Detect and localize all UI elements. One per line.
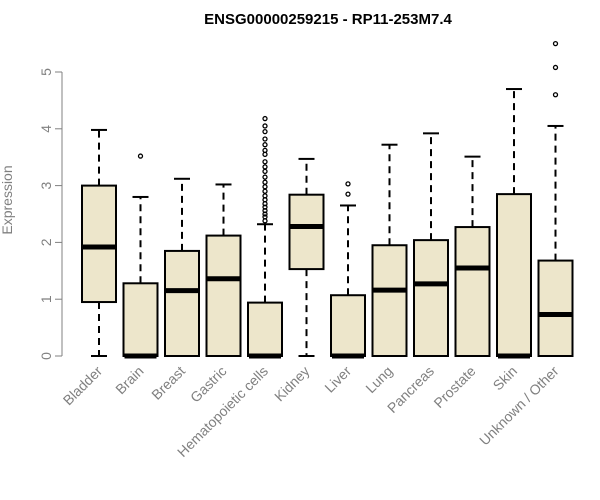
outlier-point — [262, 188, 268, 194]
y-tick-label: 1 — [38, 295, 54, 303]
iqr-box — [122, 282, 159, 357]
y-tick-label: 2 — [38, 238, 54, 246]
iqr-box — [164, 249, 200, 357]
outlier-point — [262, 128, 268, 135]
outlier-point — [262, 159, 268, 165]
x-tick-label: Breast — [148, 363, 188, 403]
x-tick-label: Bladder — [60, 363, 106, 409]
iqr-box — [288, 193, 325, 271]
box-7 — [371, 143, 408, 358]
x-tick-label: Kidney — [271, 363, 313, 405]
box-10 — [496, 88, 532, 359]
box-11 — [537, 40, 574, 357]
box-9 — [454, 155, 491, 357]
iqr-box — [413, 239, 449, 358]
box-1 — [122, 153, 159, 359]
chart-title: ENSG00000259215 - RP11-253M7.4 — [204, 11, 452, 28]
box-2 — [164, 177, 200, 357]
x-tick-label: Lung — [362, 363, 395, 396]
iqr-box — [81, 184, 117, 304]
outlier-point — [262, 164, 268, 170]
iqr-box — [454, 226, 491, 357]
iqr-box — [537, 259, 574, 357]
outlier-point — [262, 184, 268, 190]
x-tick-label: Brain — [112, 363, 146, 397]
iqr-box — [205, 234, 242, 357]
outlier-point — [262, 115, 268, 122]
outlier-point — [137, 153, 144, 159]
outlier-point — [262, 174, 268, 180]
outlier-point — [345, 191, 351, 197]
x-tick-label: Liver — [321, 363, 354, 396]
outlier-point — [262, 179, 268, 185]
boxes-group — [81, 40, 574, 359]
x-tick-label: Skin — [490, 363, 521, 394]
outlier-point — [552, 64, 559, 71]
y-axis-label: Expression — [0, 165, 15, 234]
y-tick-label: 4 — [38, 125, 54, 133]
outlier-point — [262, 147, 268, 154]
outlier-point — [345, 181, 351, 187]
x-tick-label: Prostate — [430, 363, 478, 411]
outlier-point — [262, 123, 268, 129]
iqr-box — [247, 301, 283, 357]
outlier-point — [552, 40, 559, 47]
outlier-point — [262, 214, 268, 220]
y-tick-label: 3 — [38, 181, 54, 189]
y-tick-label: 5 — [38, 68, 54, 76]
iqr-box — [330, 294, 366, 357]
box-8 — [413, 132, 449, 358]
outlier-point — [262, 168, 268, 175]
outlier-point — [262, 136, 268, 142]
box-0 — [81, 128, 117, 357]
iqr-box — [371, 244, 408, 358]
outlier-point — [262, 193, 268, 199]
box-4 — [247, 115, 283, 359]
box-5 — [288, 157, 325, 357]
y-axis: 0 1 2 3 4 5 — [38, 68, 63, 360]
iqr-box — [496, 193, 532, 357]
box-3 — [205, 183, 242, 357]
y-tick-label: 0 — [38, 352, 54, 360]
x-tick-label: Unknown / Other — [476, 363, 562, 449]
outlier-point — [552, 92, 559, 98]
outlier-point — [262, 142, 268, 148]
box-6 — [330, 181, 366, 359]
